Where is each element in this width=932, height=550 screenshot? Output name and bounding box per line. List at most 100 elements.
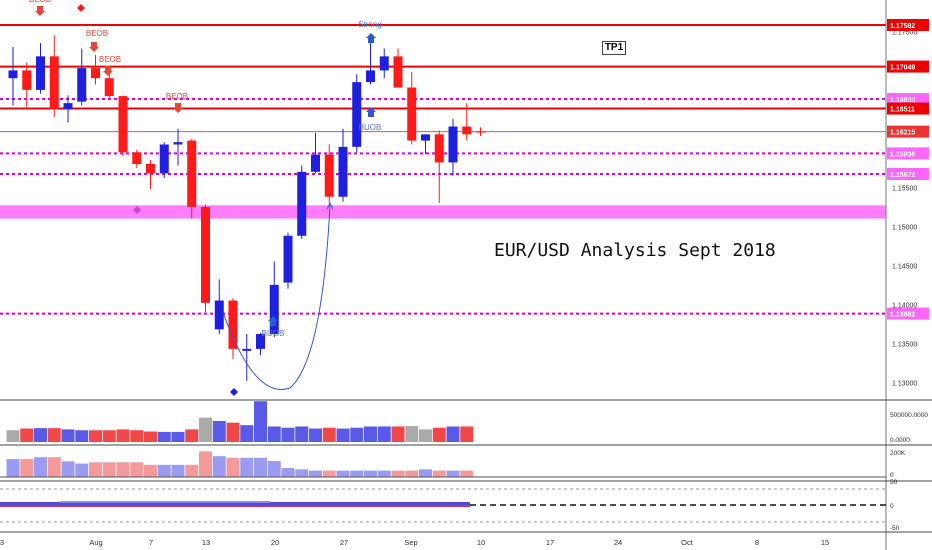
volume2-tick-high: 200K (890, 450, 906, 457)
volume-bar-5 (75, 430, 89, 442)
volume-tick-high: 500000.0000 (890, 412, 928, 419)
volume-bar-15 (212, 421, 226, 442)
volume2-bar-8 (116, 462, 130, 477)
candle-body (132, 152, 142, 164)
candle-4 (63, 95, 73, 123)
price-tick-label: 1.14000 (892, 302, 917, 309)
volume2-bar-15 (212, 456, 226, 477)
x-tick-label-7: 10 (477, 538, 485, 547)
supply-demand-zone (0, 205, 886, 219)
buob-label-1: BUOB (359, 123, 382, 132)
candle-1 (22, 62, 32, 110)
volume2-bar-11 (157, 464, 171, 477)
price-tick-label: 1.14500 (892, 263, 917, 270)
price-axis-bg (886, 0, 932, 550)
volume2-bar-30 (419, 469, 432, 477)
candle-body (77, 68, 87, 102)
candle-body (36, 56, 45, 90)
volume-bar-17 (240, 425, 254, 442)
price-tag-5 (887, 147, 929, 160)
candle-7 (104, 71, 114, 101)
volume2-bar-7 (102, 462, 116, 477)
candle-body (324, 154, 334, 197)
candle-2 (36, 43, 45, 94)
price-tag-label-6: 1.15672 (890, 172, 915, 179)
volume-bar-2 (34, 428, 47, 442)
candle-body (256, 334, 265, 349)
diamond-top (77, 4, 85, 12)
price-tag-label-0: 1.17582 (890, 23, 915, 30)
volume-bar-33 (460, 426, 474, 442)
price-tag-label-3: 1.16511 (890, 107, 915, 114)
volume-bar-13 (185, 429, 199, 442)
volume2-bar-23 (322, 470, 336, 477)
candle-28 (393, 48, 403, 88)
volume2-bar-29 (405, 470, 419, 477)
beob-arrow-3 (173, 103, 183, 113)
volume-bar-25 (350, 427, 364, 442)
volume-bar-22 (309, 428, 322, 442)
x-tick-label-12: 15 (821, 538, 829, 547)
volume2-bar-31 (432, 470, 446, 477)
candle-13 (187, 139, 197, 219)
strong-arrow (366, 33, 376, 43)
candle-body (283, 235, 293, 283)
candle-body (434, 134, 444, 163)
volume-bar-11 (157, 431, 171, 442)
candle-body (8, 70, 18, 79)
candle-3 (49, 35, 59, 118)
tp1-label: TP1 (602, 41, 626, 55)
candle-8 (118, 95, 128, 157)
candle-18 (256, 333, 265, 356)
volume2-bar-19 (267, 461, 281, 477)
chart-title: EUR/USD Analysis Sept 2018 (494, 240, 776, 261)
candle-5 (77, 48, 87, 106)
volume2-bar-5 (75, 463, 89, 477)
volume-bar-10 (144, 431, 157, 442)
candle-body (269, 284, 279, 335)
candle-body (214, 300, 224, 330)
candle-body (228, 300, 238, 349)
volume2-bar-13 (185, 464, 199, 477)
candle-17 (242, 334, 252, 381)
volume-bar-29 (405, 426, 419, 442)
candle-body (22, 70, 32, 90)
volume2-bar-9 (130, 462, 144, 477)
volume-bar-18 (254, 401, 267, 442)
volume-bar-9 (130, 430, 144, 442)
beob-label-2: BEOB (99, 55, 121, 64)
x-tick-label-9: 24 (614, 538, 622, 547)
candle-body (393, 56, 403, 88)
candle-body (146, 164, 155, 174)
volume-bar-30 (419, 429, 432, 442)
volume-bar-21 (295, 426, 309, 442)
candle-15 (214, 279, 224, 335)
price-tag-4 (887, 125, 929, 138)
diamond-blue (230, 388, 238, 396)
price-tag-3 (887, 102, 929, 115)
candle-31 (434, 130, 444, 203)
beob-arrow-2 (103, 66, 113, 76)
osc-tick-neg50: -50 (890, 525, 900, 532)
volume-bar-32 (446, 426, 460, 442)
candle-23 (324, 144, 334, 203)
volume-bar-4 (61, 429, 75, 442)
price-tick-label: 1.15500 (892, 185, 917, 192)
candle-16 (228, 298, 238, 359)
candle-27 (379, 48, 389, 79)
candle-29 (407, 71, 417, 145)
candle-body (91, 68, 100, 79)
x-tick-label-10: Oct (681, 538, 694, 547)
candle-body (49, 56, 59, 110)
candle-9 (132, 149, 142, 168)
candle-6 (91, 54, 100, 85)
x-tick-label-5: 27 (340, 538, 348, 547)
volume2-bar-26 (364, 470, 377, 477)
osc-tick-50: 50 (890, 479, 898, 486)
volume2-bar-27 (377, 470, 391, 477)
osc-bar-blue (0, 502, 470, 507)
projection-curve (223, 204, 331, 390)
candle-33 (462, 103, 472, 141)
candle-body (63, 103, 73, 110)
candle-body (352, 82, 362, 147)
